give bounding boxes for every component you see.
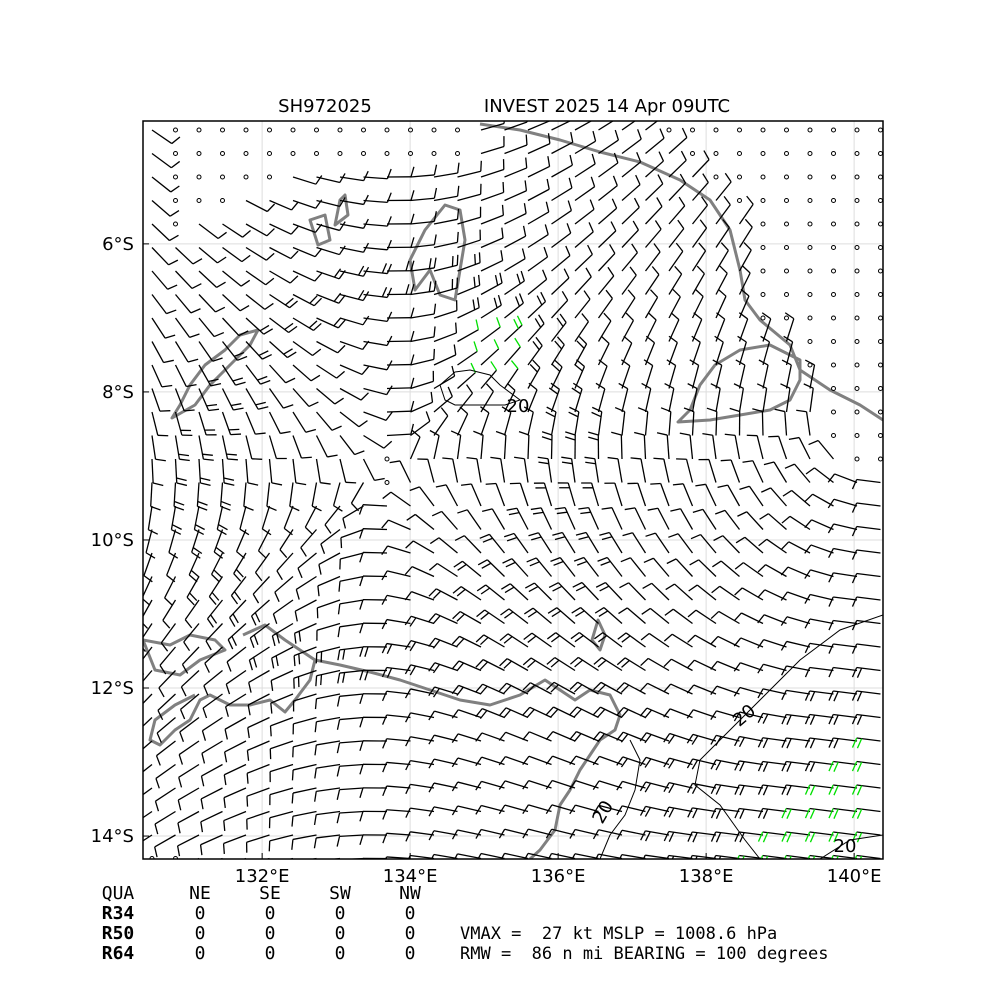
barb-feather xyxy=(457,232,458,242)
barb-feather xyxy=(452,256,453,266)
barb-feather xyxy=(650,483,660,484)
barb-feather xyxy=(316,676,317,686)
barb-feather xyxy=(292,770,293,780)
barb-feather xyxy=(721,460,731,461)
table-cell: 0 xyxy=(335,943,346,964)
barb-feather xyxy=(247,796,248,806)
barb-feather xyxy=(252,459,262,460)
barb-feather xyxy=(224,844,225,854)
info-line: RMW = 86 n mi BEARING = 100 degrees xyxy=(460,944,828,964)
table-cell: 0 xyxy=(405,923,416,944)
wind-barb xyxy=(387,388,411,389)
barb-feather xyxy=(229,429,239,430)
table-header: QUA xyxy=(102,883,135,904)
wind-barb xyxy=(363,529,387,530)
table-header: SW xyxy=(329,883,351,904)
table-cell: R64 xyxy=(102,943,135,964)
table-cell: 0 xyxy=(195,923,206,944)
table-header: SE xyxy=(259,883,281,904)
y-tick-label: 10°S xyxy=(91,530,134,551)
x-tick-label: 138°E xyxy=(679,866,734,887)
barb-feather xyxy=(184,410,194,411)
y-tick-label: 12°S xyxy=(91,678,134,699)
table-header: NW xyxy=(399,883,421,904)
barb-feather xyxy=(434,349,435,359)
table-header: NE xyxy=(189,883,211,904)
barb-feather xyxy=(294,656,295,666)
storm-id: SH972025 xyxy=(278,96,372,117)
table-cell: 0 xyxy=(405,943,416,964)
barb-feather xyxy=(653,458,663,459)
wind-barb xyxy=(528,435,529,459)
barb-feather xyxy=(226,454,236,455)
barb-feather xyxy=(486,484,496,485)
barb-feather xyxy=(475,254,476,264)
wind-barb xyxy=(716,412,717,436)
table-cell: 0 xyxy=(265,903,276,924)
table-cell: R34 xyxy=(102,903,135,924)
table-cell: 0 xyxy=(335,923,346,944)
barb-feather xyxy=(503,182,504,192)
x-tick-label: 136°E xyxy=(531,866,586,887)
contour-label: 20 xyxy=(507,396,530,417)
y-tick-label: 8°S xyxy=(102,382,134,403)
barb-feather xyxy=(341,538,342,548)
barb-feather xyxy=(227,459,237,460)
map-title: INVEST 2025 14 Apr 09UTC xyxy=(484,96,730,117)
info-line: VMAX = 27 kt MSLP = 1008.6 hPa xyxy=(460,924,777,944)
table-cell: 0 xyxy=(195,943,206,964)
barb-feather xyxy=(271,726,272,736)
table-cell: R50 xyxy=(102,923,135,944)
wind-barb xyxy=(621,435,622,459)
barb-feather xyxy=(301,457,311,458)
barb-feather xyxy=(346,482,356,483)
barb-feather xyxy=(456,323,457,333)
barb-feather xyxy=(247,773,248,783)
barb-feather xyxy=(457,255,458,265)
table-cell: 0 xyxy=(265,943,276,964)
wind-barb xyxy=(762,412,763,436)
table-cell: 0 xyxy=(405,903,416,924)
table-cell: 0 xyxy=(195,903,206,924)
barb-feather xyxy=(292,793,293,803)
table-cell: 0 xyxy=(335,903,346,924)
y-tick-label: 6°S xyxy=(102,234,134,255)
wind-barb xyxy=(552,435,553,459)
barb-feather xyxy=(503,205,504,215)
contour-label: 20 xyxy=(834,836,857,857)
barb-feather xyxy=(479,252,480,262)
barb-feather xyxy=(321,675,322,685)
barb-feather xyxy=(231,434,241,435)
barb-feather xyxy=(299,654,300,664)
table-cell: 0 xyxy=(265,923,276,944)
wind-barb xyxy=(387,411,411,412)
barb-feather xyxy=(526,135,527,145)
y-tick-label: 14°S xyxy=(91,826,134,847)
barb-feather xyxy=(481,161,482,171)
x-tick-label: 140°E xyxy=(827,866,882,887)
